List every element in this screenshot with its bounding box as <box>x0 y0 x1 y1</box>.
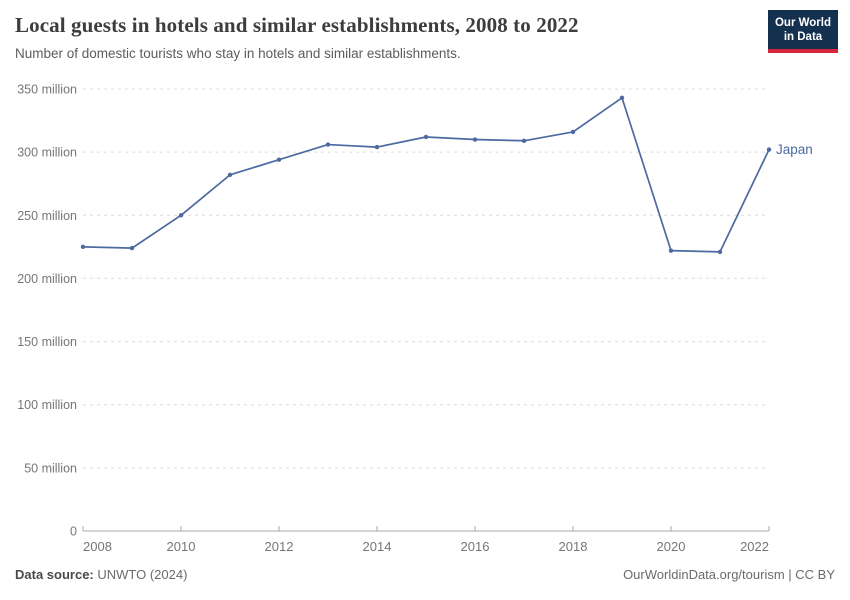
svg-text:2012: 2012 <box>265 539 294 554</box>
svg-text:200 million: 200 million <box>17 272 77 286</box>
svg-text:300 million: 300 million <box>17 146 77 160</box>
credit-link[interactable]: OurWorldinData.org/tourism | CC BY <box>623 567 835 582</box>
svg-text:2016: 2016 <box>461 539 490 554</box>
svg-text:2020: 2020 <box>657 539 686 554</box>
logo-line-1: Our World <box>774 17 831 29</box>
svg-text:100 million: 100 million <box>17 398 77 412</box>
page-title: Local guests in hotels and similar estab… <box>15 13 579 37</box>
data-source-value: UNWTO (2024) <box>97 567 188 582</box>
svg-text:350 million: 350 million <box>17 83 77 97</box>
chart-subtitle: Number of domestic tourists who stay in … <box>15 46 461 62</box>
svg-text:2022: 2022 <box>740 539 769 554</box>
svg-text:250 million: 250 million <box>17 209 77 223</box>
svg-text:150 million: 150 million <box>17 335 77 349</box>
svg-text:2008: 2008 <box>83 539 112 554</box>
owid-logo: Our World in Data <box>768 10 838 53</box>
title-block: Local guests in hotels and similar estab… <box>15 13 745 63</box>
svg-text:0: 0 <box>70 525 77 539</box>
data-source-label: Data source: <box>15 567 94 582</box>
series-end-label: Japan <box>776 141 813 157</box>
logo-line-2: in Data <box>783 31 823 43</box>
data-source: Data source: UNWTO (2024) <box>15 567 187 582</box>
svg-text:50 million: 50 million <box>24 461 77 475</box>
svg-text:2010: 2010 <box>167 539 196 554</box>
svg-text:2014: 2014 <box>363 539 392 554</box>
svg-text:2018: 2018 <box>559 539 588 554</box>
